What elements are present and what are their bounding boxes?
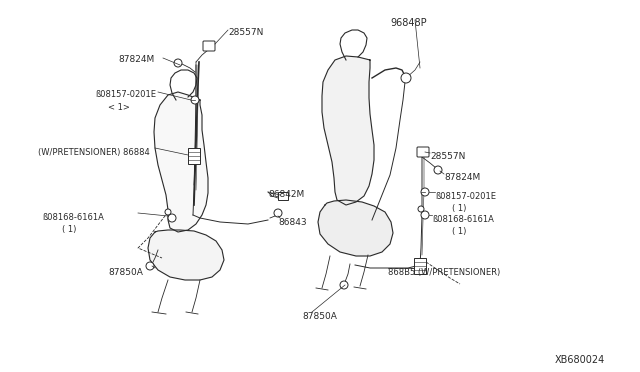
Text: ß08157-0201E: ß08157-0201E (435, 192, 496, 201)
Text: 86843: 86843 (278, 218, 307, 227)
FancyBboxPatch shape (203, 41, 215, 51)
Circle shape (146, 262, 154, 270)
Circle shape (340, 281, 348, 289)
Text: ( 1): ( 1) (62, 225, 76, 234)
Text: (W/PRETENSIONER) 86884: (W/PRETENSIONER) 86884 (38, 148, 150, 157)
Polygon shape (322, 56, 374, 205)
Text: ß08168-6161A: ß08168-6161A (432, 215, 494, 224)
Text: 87850A: 87850A (108, 268, 143, 277)
Text: 28557N: 28557N (430, 152, 465, 161)
FancyBboxPatch shape (417, 147, 429, 157)
Text: ß08157-0201E: ß08157-0201E (95, 90, 156, 99)
Text: ß08168-6161A: ß08168-6161A (42, 213, 104, 222)
Circle shape (434, 166, 442, 174)
Circle shape (418, 206, 424, 212)
Text: 96848P: 96848P (390, 18, 427, 28)
Circle shape (191, 96, 199, 104)
Text: < 1>: < 1> (108, 103, 130, 112)
Text: ( 1): ( 1) (452, 204, 467, 213)
Text: ( 1): ( 1) (452, 227, 467, 236)
Circle shape (401, 73, 411, 83)
Text: 87824M: 87824M (118, 55, 154, 64)
Bar (278, 192, 288, 200)
Text: 868B5 (W/PRETENSIONER): 868B5 (W/PRETENSIONER) (388, 268, 500, 277)
Polygon shape (318, 200, 393, 256)
Circle shape (274, 209, 282, 217)
Circle shape (421, 188, 429, 196)
Text: XB680024: XB680024 (555, 355, 605, 365)
Text: 87850A: 87850A (302, 312, 337, 321)
Circle shape (165, 209, 171, 215)
Text: 86842M: 86842M (268, 190, 304, 199)
Polygon shape (154, 92, 208, 232)
Bar (188, 148, 200, 164)
Circle shape (168, 214, 176, 222)
Circle shape (421, 211, 429, 219)
Polygon shape (148, 230, 224, 280)
Bar (414, 258, 426, 274)
Text: 28557N: 28557N (228, 28, 264, 37)
Circle shape (174, 59, 182, 67)
Text: 87824M: 87824M (444, 173, 480, 182)
